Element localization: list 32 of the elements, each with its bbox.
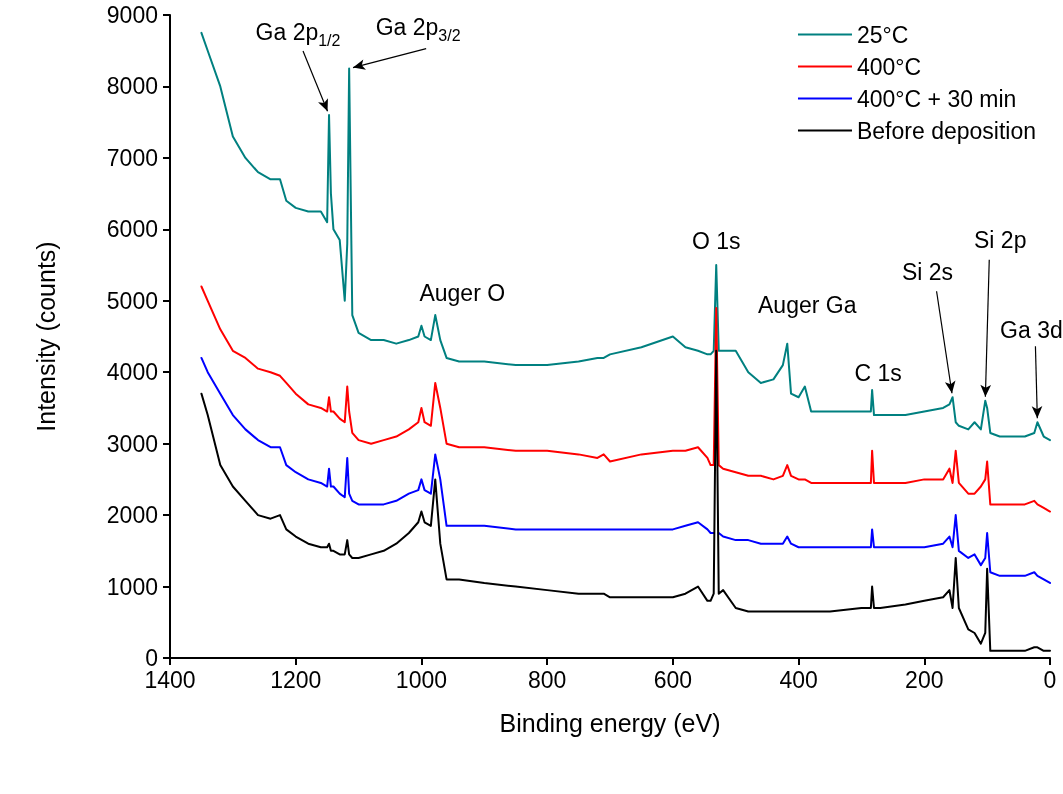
y-tick-label: 1000 [106, 573, 158, 600]
legend-label: Before deposition [856, 117, 1036, 144]
y-tick-label: 6000 [106, 216, 158, 243]
annotation: Ga 2p$_{1/2}$ [255, 19, 341, 50]
x-tick-label: 1200 [270, 666, 322, 693]
y-tick-label: 3000 [106, 430, 158, 457]
legend-label: 400°C + 30 min [856, 85, 1017, 112]
x-tick-label: 600 [653, 666, 693, 693]
annotation: Si 2s [901, 258, 954, 285]
x-tick-label: 1000 [395, 666, 448, 693]
annotation: Ga 3d [1000, 316, 1063, 343]
annotation: Ga 2p$_{3/2}$ [375, 13, 461, 44]
y-tick-label: 4000 [106, 359, 158, 386]
annotation: Si 2p [974, 226, 1027, 253]
annotation: C 1s [854, 359, 902, 386]
x-tick-label: 400 [779, 666, 818, 693]
y-tick-label: 5000 [106, 287, 158, 314]
y-axis-title: Intensity (counts) [31, 241, 60, 432]
x-tick-label: 0 [1043, 666, 1057, 693]
line-series [200, 349, 1051, 652]
legend-label: 25°C [856, 21, 909, 48]
annotation: Auger Ga [758, 291, 857, 318]
annotation: Auger O [419, 279, 506, 306]
y-tick-label: 2000 [106, 502, 158, 529]
annotation: O 1s [691, 227, 741, 254]
y-tick-label: 7000 [106, 144, 158, 171]
y-tick-label: 8000 [106, 73, 158, 100]
legend-label: 400°C [856, 53, 922, 80]
y-tick-label: 9000 [106, 2, 158, 28]
x-tick-label: 200 [905, 666, 944, 693]
x-tick-label: 800 [527, 666, 567, 693]
x-axis-title: Binding energy (eV) [499, 708, 721, 737]
